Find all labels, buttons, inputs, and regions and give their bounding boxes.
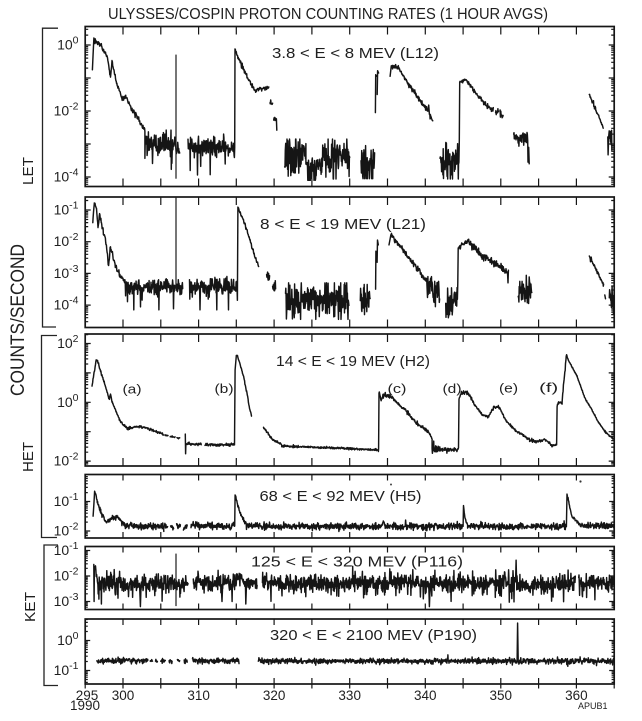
svg-text:10-2: 10-2	[54, 566, 79, 584]
svg-text:1990: 1990	[70, 698, 100, 713]
svg-text:10-1: 10-1	[54, 200, 79, 218]
svg-text:3.8 < E < 8 MEV (L12): 3.8 < E < 8 MEV (L12)	[272, 45, 439, 62]
svg-text:125 < E < 320 MEV (P116): 125 < E < 320 MEV (P116)	[251, 554, 463, 571]
svg-text:310: 310	[187, 688, 210, 703]
svg-text:(c): (c)	[388, 381, 407, 396]
svg-text:APUB1: APUB1	[578, 701, 608, 711]
svg-text:360: 360	[565, 688, 588, 703]
svg-text:102: 102	[57, 333, 79, 351]
svg-text:340: 340	[414, 688, 437, 703]
svg-text:320 < E < 2100 MEV (P190): 320 < E < 2100 MEV (P190)	[270, 627, 477, 644]
svg-text:10-4: 10-4	[54, 295, 79, 313]
svg-text:10-1: 10-1	[54, 491, 79, 509]
svg-text:350: 350	[490, 688, 513, 703]
svg-text:COUNTS/SECOND: COUNTS/SECOND	[8, 244, 29, 396]
svg-text:100: 100	[57, 392, 79, 410]
svg-text:10-3: 10-3	[54, 263, 79, 281]
svg-text:10-3: 10-3	[54, 591, 79, 609]
svg-text:HET: HET	[20, 442, 37, 472]
svg-text:KET: KET	[22, 592, 39, 622]
svg-text:10-1: 10-1	[54, 540, 79, 558]
svg-text:10-1: 10-1	[54, 660, 79, 678]
svg-text:330: 330	[338, 688, 361, 703]
svg-text:320: 320	[263, 688, 286, 703]
svg-text:(e): (e)	[499, 381, 518, 396]
svg-text:10-2: 10-2	[54, 101, 79, 119]
svg-text:(f): (f)	[539, 380, 558, 395]
svg-text:295: 295	[76, 688, 99, 703]
svg-text:300: 300	[112, 688, 135, 703]
svg-text:10-2: 10-2	[54, 451, 79, 469]
svg-text:(b): (b)	[215, 381, 234, 396]
svg-text:10-4: 10-4	[54, 167, 79, 185]
svg-text:100: 100	[57, 35, 79, 53]
svg-text:68 < E < 92 MEV (H5): 68 < E < 92 MEV (H5)	[260, 488, 422, 505]
svg-text:14 < E < 19 MEV (H2): 14 < E < 19 MEV (H2)	[276, 353, 430, 370]
svg-text:LET: LET	[20, 157, 37, 185]
svg-text:8 < E < 19 MEV (L21): 8 < E < 19 MEV (L21)	[260, 216, 426, 233]
svg-text:(d): (d)	[443, 381, 462, 396]
svg-text:ULYSSES/COSPIN PROTON COUNTING: ULYSSES/COSPIN PROTON COUNTING RATES (1 …	[108, 6, 548, 23]
svg-text:(a): (a)	[123, 382, 142, 397]
svg-text:100: 100	[57, 630, 79, 648]
svg-text:10-2: 10-2	[54, 231, 79, 249]
svg-text:10-2: 10-2	[54, 521, 79, 539]
